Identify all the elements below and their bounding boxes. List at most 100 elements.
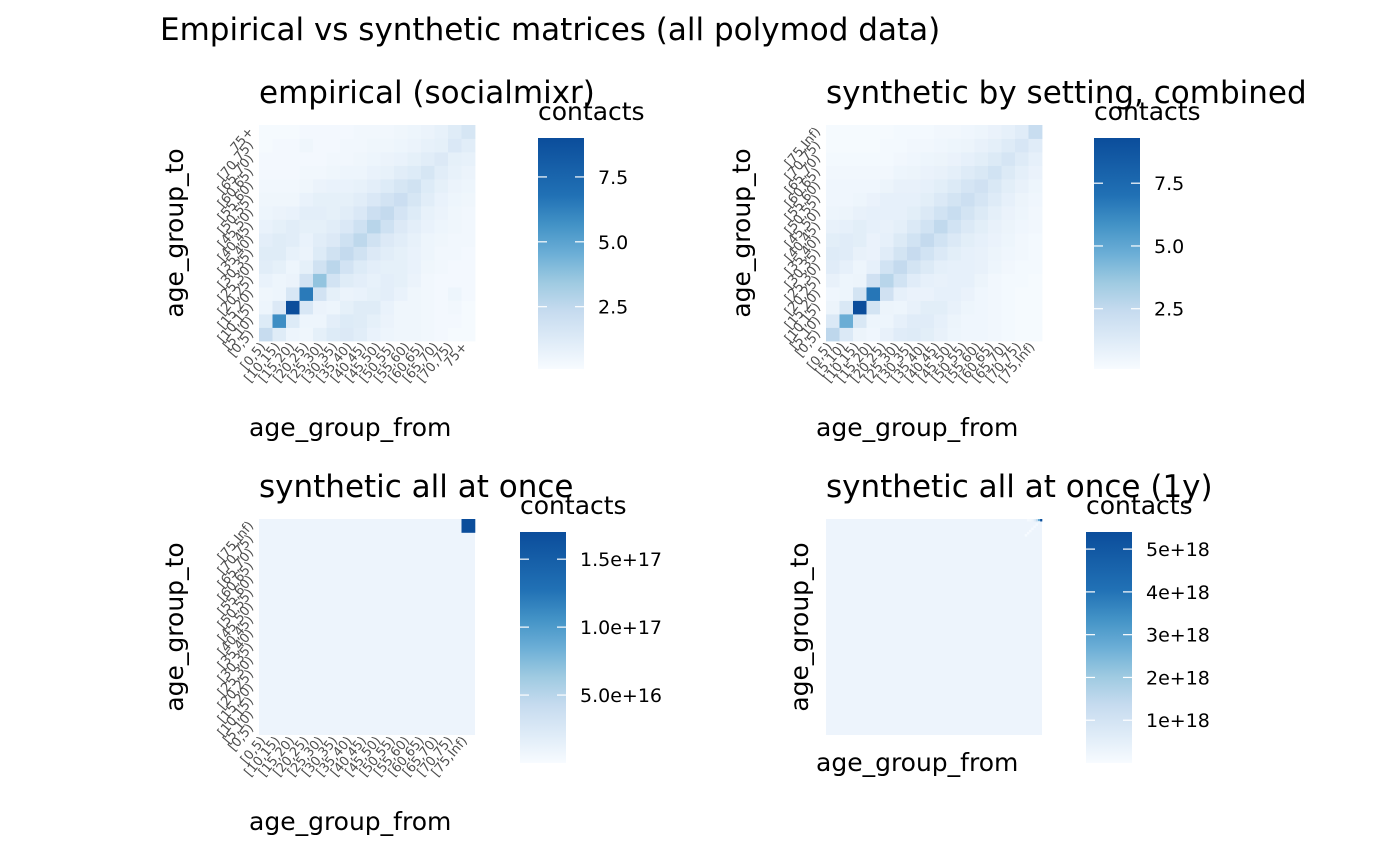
legend-tick-label: 7.5 xyxy=(1154,173,1184,195)
heatmap-cell xyxy=(947,125,962,139)
heatmap-cell xyxy=(893,138,908,153)
heatmap-cell xyxy=(961,125,975,139)
heatmap-cell xyxy=(353,219,368,234)
heatmap-cell xyxy=(893,273,908,288)
heatmap-cell xyxy=(448,219,462,234)
heatmap-cell xyxy=(299,192,314,207)
heatmap-cell xyxy=(448,300,462,315)
heatmap-cell xyxy=(421,233,435,247)
heatmap-cell xyxy=(839,192,854,207)
heatmap-cell xyxy=(866,273,881,288)
heatmap-cell xyxy=(367,179,381,193)
heatmap-cell xyxy=(299,179,314,193)
heatmap-cell xyxy=(893,179,908,193)
heatmap-cell xyxy=(367,327,381,342)
heatmap-cell xyxy=(353,179,368,193)
heatmap-cell xyxy=(1029,519,1032,522)
heatmap-cell xyxy=(340,138,354,153)
heatmap-cell xyxy=(421,287,435,301)
heatmap-cell xyxy=(259,192,273,207)
heatmap-cell xyxy=(367,219,381,234)
heatmap-cell xyxy=(920,246,935,261)
heatmap-cell xyxy=(988,287,1002,301)
heatmap-cell xyxy=(1015,152,1029,166)
heatmap-cell xyxy=(853,165,867,180)
heatmap-cell xyxy=(853,233,867,247)
heatmap-cell xyxy=(380,287,395,301)
heatmap-cell xyxy=(286,300,300,315)
heatmap-cell xyxy=(448,273,462,288)
heatmap-cell xyxy=(907,287,921,301)
heatmap-cell xyxy=(421,260,435,274)
heatmap-cell xyxy=(380,206,395,220)
heatmap-cell xyxy=(988,233,1002,247)
heatmap-cell xyxy=(259,179,273,193)
heatmap-cell xyxy=(1028,260,1043,274)
heatmap-cell xyxy=(1015,327,1029,342)
heatmap-cell xyxy=(1028,165,1043,180)
heatmap-cell xyxy=(394,165,408,180)
heatmap-cell xyxy=(326,300,341,315)
legend-title: contacts xyxy=(538,97,645,126)
heatmap-background xyxy=(259,519,475,735)
legend: contacts 2.5 5.0 7.5 xyxy=(1094,97,1201,369)
heatmap-cell xyxy=(421,165,435,180)
heatmap-cell xyxy=(272,152,287,166)
heatmap-cell xyxy=(340,233,354,247)
heatmap-cell xyxy=(407,152,422,166)
heatmap-cell xyxy=(286,165,300,180)
heatmap-cell xyxy=(326,152,341,166)
heatmap-cell xyxy=(1015,125,1029,139)
heatmap-cell xyxy=(1035,519,1038,522)
x-tick-labels: [0,5)[10,15)[15,20)[20,25)[25,30)[30,35)… xyxy=(238,340,471,386)
heatmap-cell xyxy=(1001,165,1016,180)
heatmap-cell xyxy=(893,327,908,342)
heatmap-cell xyxy=(920,192,935,207)
heatmap-cell xyxy=(1033,525,1036,528)
heatmap-cell xyxy=(826,125,840,139)
heatmap-cells xyxy=(259,125,476,342)
heatmap-cell xyxy=(461,287,476,301)
heatmap-cell xyxy=(313,273,327,288)
heatmap-cell xyxy=(920,260,935,274)
heatmap-cell xyxy=(934,287,948,301)
heatmap-cell xyxy=(394,233,408,247)
heatmap-cell xyxy=(907,246,921,261)
heatmap-cell xyxy=(826,219,840,234)
heatmap-cell xyxy=(880,300,894,315)
heatmap-cell xyxy=(313,300,327,315)
heatmap-cell xyxy=(920,219,935,234)
heatmap-cell xyxy=(947,179,962,193)
heatmap-cell xyxy=(1015,287,1029,301)
heatmap-cell xyxy=(947,165,962,180)
heatmap-cell xyxy=(826,192,840,207)
heatmap-cell xyxy=(299,260,314,274)
heatmap-cell xyxy=(1001,233,1016,247)
heatmap-cell xyxy=(353,246,368,261)
heatmap-cell xyxy=(920,273,935,288)
heatmap-cell xyxy=(286,327,300,342)
heatmap-cell xyxy=(313,152,327,166)
heatmap-cell xyxy=(934,138,948,153)
heatmap-cell xyxy=(934,233,948,247)
heatmap-cell xyxy=(880,206,894,220)
heatmap-cell xyxy=(286,314,300,328)
heatmap-cell xyxy=(394,273,408,288)
heatmap-cell xyxy=(407,206,422,220)
heatmap-cell xyxy=(961,233,975,247)
heatmap-cell xyxy=(974,300,989,315)
heatmap-cell xyxy=(326,287,341,301)
heatmap-cell xyxy=(448,125,462,139)
heatmap-cell xyxy=(380,260,395,274)
heatmap-cell xyxy=(299,314,314,328)
heatmap-cell xyxy=(340,327,354,342)
heatmap-cell xyxy=(380,233,395,247)
heatmap-cell xyxy=(974,260,989,274)
heatmap-cell xyxy=(826,300,840,315)
heatmap-cell xyxy=(1015,206,1029,220)
legend-tick-label: 5.0 xyxy=(1154,236,1184,258)
heatmap-cell xyxy=(448,165,462,180)
heatmap-cell xyxy=(826,246,840,261)
heatmap-cell xyxy=(839,138,854,153)
